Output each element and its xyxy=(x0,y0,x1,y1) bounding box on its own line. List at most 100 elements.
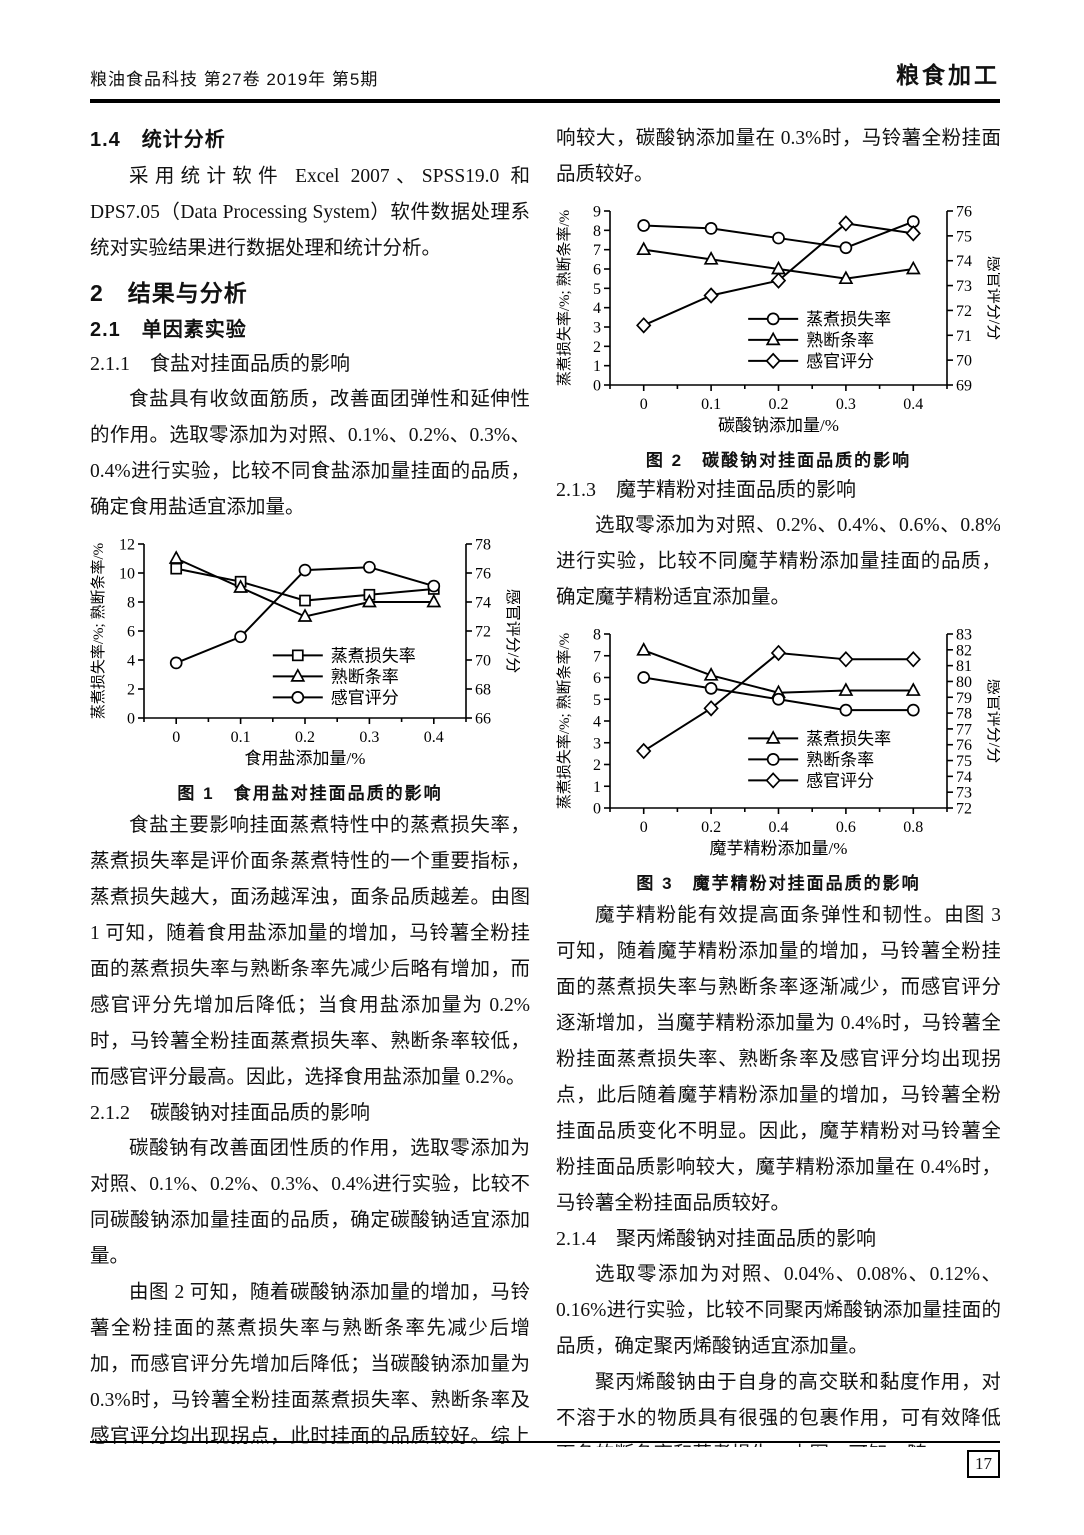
svg-text:0.4: 0.4 xyxy=(424,729,444,746)
svg-text:10: 10 xyxy=(119,565,135,582)
svg-text:感官评分/分: 感官评分/分 xyxy=(985,679,1000,763)
svg-text:6: 6 xyxy=(127,623,135,640)
svg-text:0.3: 0.3 xyxy=(836,396,856,413)
svg-text:5: 5 xyxy=(593,281,601,298)
para-konjac-intro: 选取零添加为对照、0.2%、0.4%、0.6%、0.8%进行实验，比较不同魔芋精… xyxy=(556,515,1000,608)
svg-text:0.6: 0.6 xyxy=(836,819,856,836)
svg-text:1: 1 xyxy=(593,779,601,796)
svg-text:83: 83 xyxy=(956,627,972,644)
svg-text:0: 0 xyxy=(640,396,648,413)
svg-text:蒸煮损失率: 蒸煮损失率 xyxy=(806,729,891,748)
svg-text:3: 3 xyxy=(593,735,601,752)
svg-text:78: 78 xyxy=(956,706,972,723)
svg-text:4: 4 xyxy=(593,714,601,731)
svg-text:0: 0 xyxy=(593,378,601,395)
svg-text:感官评分/分: 感官评分/分 xyxy=(985,256,1000,340)
svg-text:蒸煮损失率: 蒸煮损失率 xyxy=(331,646,416,665)
figure-1: 0 2 4 6 8 10 12 66 68 70 72 74 76 78 0 0.1 0.2 0.3 0.4 食用盐添… xyxy=(90,534,530,804)
svg-text:熟断条率: 熟断条率 xyxy=(806,330,874,350)
page-header: 粮油食品科技 第27卷 2019年 第5期 粮食加工 xyxy=(90,56,1000,103)
svg-text:感官评分: 感官评分 xyxy=(331,688,399,707)
svg-text:79: 79 xyxy=(956,690,972,707)
svg-text:感官评分: 感官评分 xyxy=(806,771,874,790)
figure-1-caption: 图 1 食用盐对挂面品质的影响 xyxy=(177,783,443,803)
svg-text:80: 80 xyxy=(956,674,972,691)
svg-text:3: 3 xyxy=(593,320,601,337)
svg-text:71: 71 xyxy=(956,328,972,345)
svg-text:74: 74 xyxy=(956,253,972,270)
para-statistics: 采用统计软件 Excel 2007、SPSS19.0 和 DPS7.05（Dat… xyxy=(90,166,530,259)
para-soda-intro: 碳酸钠有改善面团性质的作用，选取零添加为对照、0.1%、0.2%、0.3%、0.… xyxy=(90,1137,530,1267)
para-salt-analysis: 食盐主要影响挂面蒸煮特性中的蒸煮损失率，蒸煮损失率是评价面条蒸煮特性的一个重要指… xyxy=(90,814,530,1088)
heading-2-1-2: 2.1.2 碳酸钠对挂面品质的影响 xyxy=(90,1101,370,1124)
svg-text:感官评分/分: 感官评分/分 xyxy=(504,589,520,673)
svg-text:0: 0 xyxy=(172,729,180,746)
two-column-body: 1.4 统计分析 采用统计软件 Excel 2007、SPSS19.0 和 DP… xyxy=(90,121,1000,1447)
svg-text:69: 69 xyxy=(956,378,972,395)
svg-text:82: 82 xyxy=(956,642,972,659)
figure-2-chart: 0 1 2 3 4 5 6 7 8 9 69 70 71 72 73 74 75 76 0 0.1 0.2 0.3 0.4 碳… xyxy=(556,204,1000,436)
left-column: 1.4 统计分析 采用统计软件 Excel 2007、SPSS19.0 和 DP… xyxy=(90,121,530,1447)
heading-2-1-1: 2.1.1 食盐对挂面品质的影响 xyxy=(90,352,350,375)
svg-text:熟断条率: 熟断条率 xyxy=(331,666,399,686)
svg-text:6: 6 xyxy=(593,262,601,279)
svg-text:熟断条率: 熟断条率 xyxy=(806,749,874,769)
svg-text:75: 75 xyxy=(956,228,972,245)
svg-text:蒸煮损失率/%; 熟断条率/%: 蒸煮损失率/%; 熟断条率/% xyxy=(556,633,573,809)
svg-text:0.4: 0.4 xyxy=(903,396,923,413)
svg-text:81: 81 xyxy=(956,658,972,675)
para-polyacrylate-analysis: 聚丙烯酸钠由于自身的高交联和黏度作用，对不溶于水的物质具有很强的包裹作用，可有效… xyxy=(556,1372,1000,1447)
svg-text:蒸煮损失率/%; 熟断条率/%: 蒸煮损失率/%; 熟断条率/% xyxy=(90,543,107,719)
svg-text:74: 74 xyxy=(475,594,491,611)
para-polyacrylate-intro: 选取零添加为对照、0.04%、0.08%、0.12%、0.16%进行实验，比较不… xyxy=(556,1264,1000,1357)
journal-info: 粮油食品科技 第27卷 2019年 第5期 xyxy=(90,70,379,89)
svg-text:0.4: 0.4 xyxy=(769,819,789,836)
page-number: 17 xyxy=(967,1450,1000,1478)
heading-2-1-4: 2.1.4 聚丙烯酸钠对挂面品质的影响 xyxy=(556,1228,876,1250)
svg-text:74: 74 xyxy=(956,769,972,786)
svg-text:0.2: 0.2 xyxy=(295,729,315,746)
svg-text:1: 1 xyxy=(593,358,601,375)
svg-text:感官评分: 感官评分 xyxy=(806,352,874,371)
svg-text:78: 78 xyxy=(475,536,491,553)
svg-text:0: 0 xyxy=(127,710,135,727)
svg-text:8: 8 xyxy=(593,223,601,240)
svg-text:7: 7 xyxy=(593,242,601,259)
para-soda-analysis: 由图 2 可知，随着碳酸钠添加量的增加，马铃薯全粉挂面的蒸煮损失率与熟断条率先减… xyxy=(90,1281,530,1447)
svg-text:7: 7 xyxy=(593,648,601,665)
svg-text:5: 5 xyxy=(593,692,601,709)
svg-text:0.1: 0.1 xyxy=(701,396,721,413)
svg-text:73: 73 xyxy=(956,785,972,802)
heading-1-4: 1.4 统计分析 xyxy=(90,129,226,151)
svg-text:0.1: 0.1 xyxy=(231,729,251,746)
svg-text:2: 2 xyxy=(127,681,135,698)
page-footer: 17 xyxy=(90,1441,1000,1478)
svg-text:0: 0 xyxy=(593,801,601,818)
svg-text:8: 8 xyxy=(127,594,135,611)
svg-text:2: 2 xyxy=(593,757,601,774)
figure-3: 0 1 2 3 4 5 6 7 8 72 73 74 75 76 77 78 79 80 81 82 83 0 0.2 0.4… xyxy=(556,624,1000,894)
svg-text:0: 0 xyxy=(640,819,648,836)
heading-2: 2 结果与分析 xyxy=(90,280,248,306)
svg-text:66: 66 xyxy=(475,710,491,727)
heading-2-1-3: 2.1.3 魔芋精粉对挂面品质的影响 xyxy=(556,479,856,501)
svg-text:76: 76 xyxy=(475,565,491,582)
svg-text:72: 72 xyxy=(956,801,972,818)
svg-text:0.2: 0.2 xyxy=(769,396,789,413)
svg-text:76: 76 xyxy=(956,204,972,221)
svg-text:73: 73 xyxy=(956,278,972,295)
svg-text:碳酸钠添加量/%: 碳酸钠添加量/% xyxy=(718,416,839,435)
svg-text:72: 72 xyxy=(475,623,491,640)
svg-text:蒸煮损失率: 蒸煮损失率 xyxy=(806,310,891,329)
svg-text:70: 70 xyxy=(475,652,491,669)
figure-2-caption: 图 2 碳酸钠对挂面品质的影响 xyxy=(645,451,912,470)
svg-text:食用盐添加量/%: 食用盐添加量/% xyxy=(245,749,366,768)
svg-text:0.2: 0.2 xyxy=(701,819,721,836)
para-soda-continued: 响较大，碳酸钠添加量在 0.3%时，马铃薯全粉挂面品质较好。 xyxy=(556,128,1000,185)
para-salt-intro: 食盐具有收敛面筋质，改善面团弹性和延伸性的作用。选取零添加为对照、0.1%、0.… xyxy=(90,388,530,518)
svg-text:2: 2 xyxy=(593,339,601,356)
